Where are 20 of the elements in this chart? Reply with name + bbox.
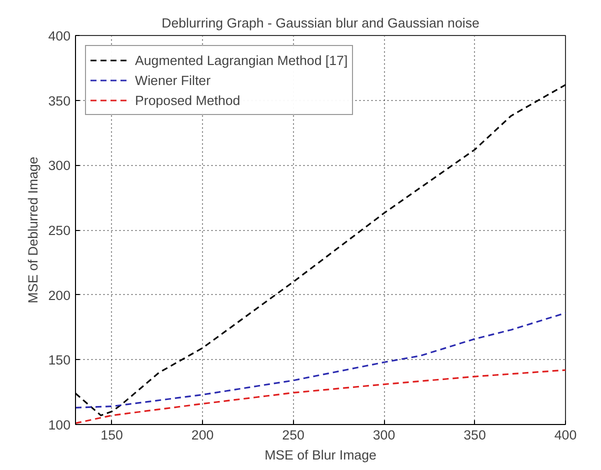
x-tick-label: 150	[100, 428, 123, 442]
y-tick-label: 200	[48, 288, 71, 303]
y-tick-label: 400	[48, 28, 71, 44]
chart-title: Deblurring Graph - Gaussian blur and Gaussian noise	[162, 16, 480, 30]
x-tick-label: 300	[372, 428, 396, 442]
legend-label: Proposed Method	[135, 92, 240, 108]
y-tick-label: 350	[48, 93, 71, 108]
line-series	[76, 312, 566, 408]
y-tick-label: 150	[48, 352, 71, 368]
x-tick-label: 250	[282, 428, 304, 442]
x-tick-label: 200	[191, 428, 214, 442]
y-axis-title: MSE of Deblurred Image	[25, 156, 40, 304]
y-tick-label: 100	[48, 418, 71, 432]
x-tick-label: 350	[464, 428, 486, 442]
x-tick-label: 400	[554, 428, 577, 442]
y-tick-label: 250	[48, 223, 71, 238]
legend-label: Wiener Filter	[135, 72, 211, 88]
y-tick-label: 300	[48, 158, 71, 174]
legend-label: Augmented Lagrangian Method [17]	[135, 52, 348, 68]
x-axis-title: MSE of Blur Image	[264, 448, 376, 462]
